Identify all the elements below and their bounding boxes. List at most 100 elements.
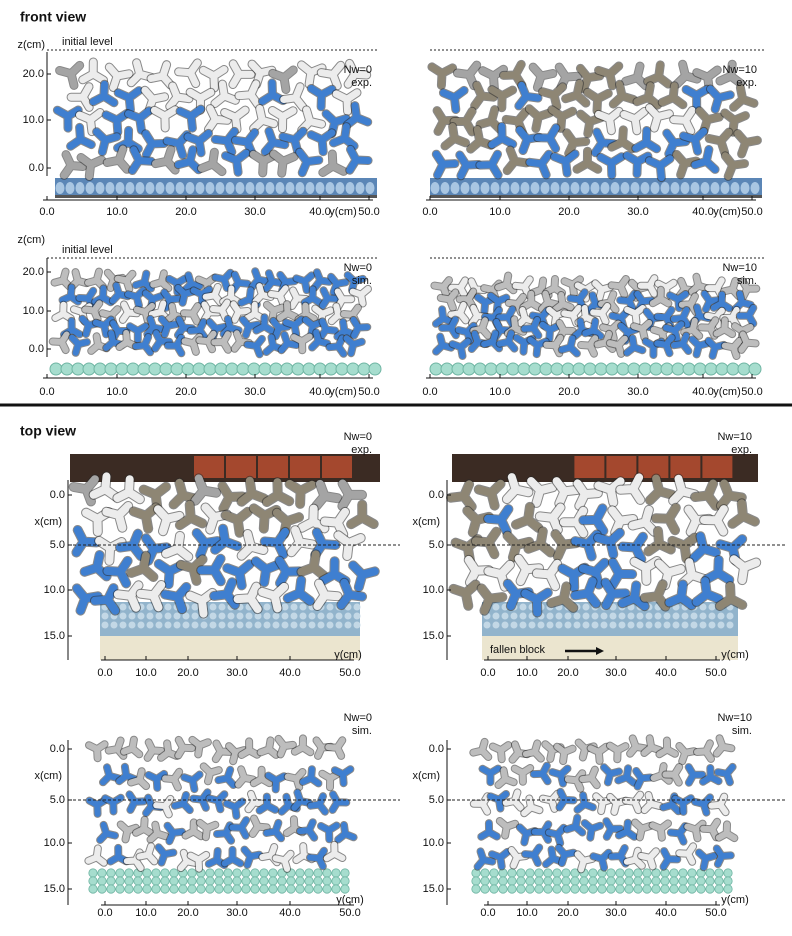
bead [461, 182, 470, 194]
panel-image [50, 271, 381, 375]
bead [237, 613, 244, 620]
bead [490, 885, 498, 893]
bead [493, 622, 500, 629]
bead [625, 869, 633, 877]
bead [601, 613, 608, 620]
tick-label: 40.0 [692, 206, 713, 218]
bead [206, 182, 215, 194]
bead [309, 622, 316, 629]
bead [182, 363, 194, 375]
bead [556, 613, 563, 620]
bead [507, 363, 519, 375]
bead [501, 182, 510, 194]
bead [646, 613, 653, 620]
bead [149, 363, 161, 375]
bead [724, 885, 732, 893]
figure: front view top view initial levelNw=0exp… [0, 0, 792, 936]
tick-label: 50.0 [358, 206, 379, 218]
bead [152, 869, 160, 877]
tick-label: 40.0 [279, 667, 300, 679]
bead [697, 877, 705, 885]
bead [553, 869, 561, 877]
bead [266, 182, 275, 194]
bead [120, 604, 127, 611]
bead [354, 622, 361, 629]
bead [233, 877, 241, 885]
panel-image [88, 738, 353, 893]
bead [336, 363, 348, 375]
bead [526, 877, 534, 885]
bead [724, 877, 732, 885]
bead [206, 877, 214, 885]
bead [206, 869, 214, 877]
bead [584, 363, 596, 375]
bead [345, 622, 352, 629]
bead [138, 363, 150, 375]
bead [474, 363, 486, 375]
bead [591, 182, 600, 194]
bead [314, 885, 322, 893]
bead [616, 869, 624, 877]
bead [291, 622, 298, 629]
axis-label: y(cm) [713, 206, 741, 218]
case-label: Nw=10 [717, 712, 752, 724]
tick-label: 15.0 [423, 630, 444, 642]
bead [573, 363, 585, 375]
bead [76, 182, 85, 194]
bead [246, 613, 253, 620]
block [707, 560, 730, 580]
tick-label: 20.0 [23, 68, 44, 80]
bead [276, 182, 285, 194]
bead [749, 363, 761, 375]
bead [694, 363, 706, 375]
bead [237, 622, 244, 629]
bead [152, 885, 160, 893]
bead [561, 182, 570, 194]
bead [709, 604, 716, 611]
block [636, 771, 650, 787]
bead [242, 877, 250, 885]
bead [706, 877, 714, 885]
bead [174, 613, 181, 620]
bead [619, 622, 626, 629]
bead [499, 885, 507, 893]
bead [224, 877, 232, 885]
bead [493, 604, 500, 611]
bead [242, 869, 250, 877]
bead [300, 613, 307, 620]
bead [165, 604, 172, 611]
bead [236, 182, 245, 194]
bead [366, 182, 375, 194]
bead [583, 604, 590, 611]
bead [574, 613, 581, 620]
bead [610, 613, 617, 620]
bead [336, 182, 345, 194]
bead [106, 182, 115, 194]
bead [589, 869, 597, 877]
block [674, 110, 693, 131]
block [474, 796, 488, 812]
bead [706, 885, 714, 893]
block [720, 586, 743, 606]
bead [260, 869, 268, 877]
bead [282, 604, 289, 611]
bead [138, 613, 145, 620]
bead [206, 885, 214, 893]
bead [625, 877, 633, 885]
bead [323, 877, 331, 885]
block [179, 63, 198, 84]
bead [345, 613, 352, 620]
bead [116, 877, 124, 885]
bead [102, 622, 109, 629]
tick-label: 50.0 [705, 667, 726, 679]
source-label: sim. [352, 275, 372, 287]
bead [134, 877, 142, 885]
tick-label: 20.0 [558, 386, 579, 398]
bead [246, 182, 255, 194]
bead [502, 622, 509, 629]
block [671, 826, 685, 842]
bead [347, 363, 359, 375]
bead [451, 182, 460, 194]
axis-label: y(cm) [721, 649, 749, 661]
block [156, 799, 170, 815]
